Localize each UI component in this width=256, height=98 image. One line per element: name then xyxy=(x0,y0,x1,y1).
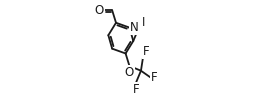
Text: O: O xyxy=(95,4,104,17)
Text: F: F xyxy=(133,83,140,96)
Text: O: O xyxy=(125,66,134,79)
Text: I: I xyxy=(141,16,145,29)
Text: F: F xyxy=(143,45,150,58)
Text: F: F xyxy=(151,71,158,84)
Text: N: N xyxy=(130,21,139,34)
